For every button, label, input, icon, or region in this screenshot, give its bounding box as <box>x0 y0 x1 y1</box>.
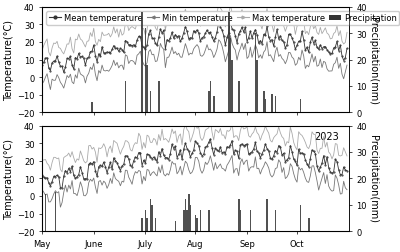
Bar <box>300 205 301 231</box>
Bar <box>250 210 251 231</box>
Bar <box>238 81 240 113</box>
Bar <box>146 66 148 113</box>
Bar <box>184 200 186 231</box>
Bar <box>124 81 126 113</box>
Bar <box>146 218 148 231</box>
Y-axis label: Precipitation(mm): Precipitation(mm) <box>368 16 378 104</box>
Bar <box>208 92 210 113</box>
Bar <box>186 210 188 231</box>
Bar <box>200 210 201 231</box>
Text: 2023: 2023 <box>315 131 340 141</box>
Y-axis label: Temperature(°C): Temperature(°C) <box>4 138 14 219</box>
Bar <box>274 97 276 113</box>
Bar <box>230 39 231 113</box>
Bar <box>144 29 146 113</box>
Bar <box>141 13 143 113</box>
Bar <box>228 13 230 113</box>
Bar <box>254 34 256 113</box>
Bar <box>188 195 190 231</box>
Bar <box>263 92 264 113</box>
Bar <box>196 218 198 231</box>
Bar <box>213 97 214 113</box>
Bar <box>266 200 268 231</box>
Bar <box>150 92 151 113</box>
Bar <box>151 205 153 231</box>
Bar <box>91 102 93 113</box>
Bar <box>274 210 276 231</box>
Bar <box>256 60 258 113</box>
Bar <box>231 60 233 113</box>
Bar <box>144 210 146 231</box>
Bar <box>54 192 56 231</box>
Bar <box>194 215 196 231</box>
Bar <box>158 81 160 113</box>
Legend: Mean temperature, Min temperature, Max temperature, Precipitation: Mean temperature, Min temperature, Max t… <box>46 12 399 26</box>
Bar <box>208 210 210 231</box>
Text: 2022: 2022 <box>314 13 340 23</box>
Bar <box>190 205 191 231</box>
Bar <box>300 100 301 113</box>
Bar <box>141 218 143 231</box>
Bar <box>238 200 240 231</box>
Bar <box>308 218 310 231</box>
Y-axis label: Precipitation(mm): Precipitation(mm) <box>368 135 378 223</box>
Bar <box>154 218 156 231</box>
Bar <box>150 200 151 231</box>
Bar <box>174 221 176 231</box>
Bar <box>44 195 46 231</box>
Bar <box>240 210 241 231</box>
Bar <box>271 94 273 113</box>
Bar <box>183 210 184 231</box>
Bar <box>210 81 211 113</box>
Y-axis label: Temperature(°C): Temperature(°C) <box>4 20 14 101</box>
Bar <box>264 100 266 113</box>
